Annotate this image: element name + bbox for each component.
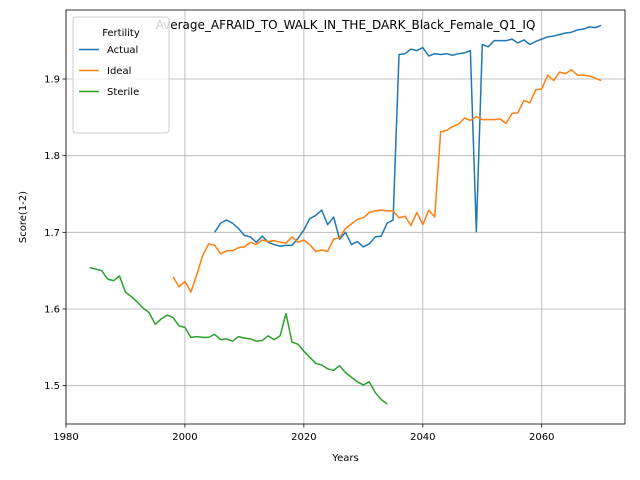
x-axis-ticks: 1980 2000 2020 2040 2060 (53, 424, 554, 443)
series-line-actual (214, 24, 602, 248)
grid-lines (65, 10, 625, 424)
plot-frame (65, 9, 626, 425)
y-tick-label: 1.5 (44, 381, 60, 392)
x-axis-label: Years (331, 453, 358, 464)
series-line-ideal (172, 69, 602, 293)
legend-title: Fertility (102, 28, 140, 39)
x-tick-label: 1980 (53, 432, 78, 443)
y-axis-label: Score(1-2) (18, 191, 29, 243)
y-axis-ticks: 1.5 1.6 1.7 1.8 1.9 (44, 75, 66, 392)
legend-label-ideal: Ideal (107, 66, 131, 77)
series-lines (89, 24, 602, 405)
legend-items: Actual Ideal Sterile (79, 45, 139, 98)
x-tick-label: 2000 (172, 432, 197, 443)
y-tick-label: 1.7 (44, 228, 60, 239)
y-tick-label: 1.8 (44, 151, 60, 162)
legend-label-sterile: Sterile (107, 87, 139, 98)
chart-title: Average_AFRAID_TO_WALK_IN_THE_DARK_Black… (156, 18, 536, 32)
series-line-sterile (89, 266, 388, 405)
legend: Fertility Actual Ideal Sterile (72, 16, 170, 134)
x-tick-label: 2060 (529, 432, 554, 443)
legend-label-actual: Actual (107, 45, 138, 56)
y-tick-label: 1.9 (44, 75, 60, 86)
x-tick-label: 2020 (291, 432, 316, 443)
legend-box (72, 16, 170, 134)
y-tick-label: 1.6 (44, 305, 60, 316)
x-tick-label: 2040 (410, 432, 435, 443)
